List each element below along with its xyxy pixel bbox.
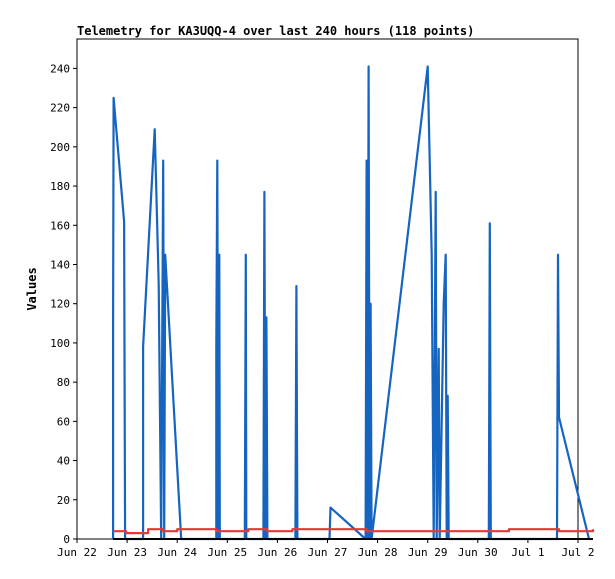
x-tick-label: Jul 1: [511, 546, 544, 559]
chart-title: Telemetry for KA3UQQ-4 over last 240 hou…: [77, 24, 474, 38]
x-tick-label: Jun 22: [57, 546, 97, 559]
y-tick-label: 220: [50, 102, 70, 115]
x-tick-label: Jun 29: [408, 546, 448, 559]
x-tick-label: Jun 28: [358, 546, 398, 559]
x-axis: Jun 22 Jun 23 Jun 24 Jun 25 Jun 26 Jun 27 Jun …: [57, 539, 595, 559]
plot-area: [76, 38, 579, 540]
y-tick-label: 240: [50, 62, 70, 75]
y-tick-label: 120: [50, 298, 70, 311]
x-tick-label: Jun 23: [107, 546, 147, 559]
y-tick-label: 100: [50, 337, 70, 350]
y-tick-label: 200: [50, 141, 70, 154]
x-tick-label: Jul 2: [561, 546, 594, 559]
y-axis-label: Values: [25, 267, 39, 310]
x-tick-label: Jun 27: [308, 546, 348, 559]
x-tick-label: Jun 25: [207, 546, 247, 559]
x-tick-label: Jun 24: [157, 546, 197, 559]
series-line-2: [113, 528, 595, 535]
y-tick-label: 140: [50, 258, 70, 271]
series-layer: [111, 65, 595, 541]
x-tick-label: Jun 30: [458, 546, 498, 559]
y-tick-label: 160: [50, 219, 70, 232]
y-tick-label: 0: [63, 533, 70, 546]
y-tick-label: 20: [57, 494, 70, 507]
y-tick-label: 80: [57, 376, 70, 389]
y-axis: 0 20 40 60 80 100 120 140 160 180 200 220 240: [50, 62, 77, 546]
y-tick-label: 60: [57, 415, 70, 428]
y-tick-label: 180: [50, 180, 70, 193]
y-tick-label: 40: [57, 455, 70, 468]
x-tick-label: Jun 26: [258, 546, 298, 559]
